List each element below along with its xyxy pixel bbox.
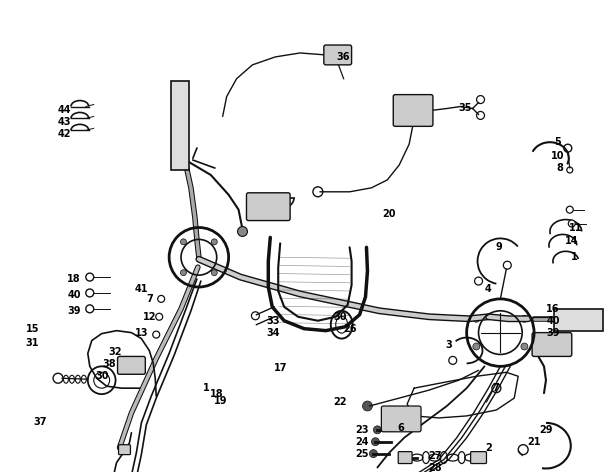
Circle shape — [373, 426, 381, 434]
Text: 41: 41 — [135, 284, 148, 294]
FancyBboxPatch shape — [398, 452, 412, 464]
Text: 21: 21 — [527, 437, 541, 446]
FancyBboxPatch shape — [246, 193, 290, 220]
Text: 2: 2 — [485, 443, 492, 453]
Text: 34: 34 — [266, 328, 280, 338]
Circle shape — [521, 315, 528, 322]
Text: 5: 5 — [555, 137, 561, 147]
Text: 40: 40 — [67, 290, 81, 300]
Text: 7: 7 — [492, 383, 499, 393]
Text: 22: 22 — [333, 397, 347, 407]
Text: 1: 1 — [203, 383, 209, 393]
Text: 11: 11 — [569, 222, 583, 232]
Circle shape — [566, 206, 573, 213]
Circle shape — [156, 314, 163, 320]
Text: 30: 30 — [333, 312, 347, 322]
Text: 17: 17 — [273, 363, 287, 373]
Text: 24: 24 — [354, 437, 368, 446]
Text: 36: 36 — [336, 52, 350, 62]
Circle shape — [86, 305, 93, 313]
Text: 19: 19 — [214, 396, 228, 406]
Text: 12: 12 — [143, 312, 156, 322]
Text: 43: 43 — [57, 117, 71, 127]
Text: 18: 18 — [67, 274, 81, 284]
Circle shape — [362, 401, 373, 411]
Circle shape — [86, 273, 93, 281]
Text: 15: 15 — [25, 323, 39, 333]
Text: 44: 44 — [57, 105, 71, 115]
Text: 32: 32 — [109, 347, 123, 358]
FancyBboxPatch shape — [324, 45, 351, 65]
Text: 1: 1 — [571, 252, 578, 262]
Text: 42: 42 — [57, 129, 71, 139]
Bar — [171, 81, 189, 170]
Text: 3: 3 — [446, 340, 452, 350]
Circle shape — [237, 227, 248, 237]
Text: 38: 38 — [103, 360, 117, 370]
Text: 7: 7 — [146, 294, 153, 304]
FancyBboxPatch shape — [532, 332, 572, 356]
Circle shape — [86, 289, 93, 297]
Circle shape — [180, 270, 186, 275]
Text: 26: 26 — [343, 323, 356, 333]
FancyBboxPatch shape — [393, 95, 433, 126]
Bar — [554, 309, 603, 331]
Text: 31: 31 — [25, 338, 39, 348]
Circle shape — [568, 220, 575, 227]
Circle shape — [370, 450, 378, 457]
Text: 13: 13 — [135, 328, 148, 338]
Text: 18: 18 — [210, 389, 223, 399]
Text: 6: 6 — [398, 423, 404, 433]
Circle shape — [473, 343, 480, 350]
Text: 10: 10 — [551, 151, 565, 161]
Text: 37: 37 — [33, 417, 47, 427]
Text: 25: 25 — [354, 448, 368, 459]
FancyBboxPatch shape — [118, 445, 131, 455]
Text: 39: 39 — [67, 306, 81, 316]
Text: 28: 28 — [428, 463, 442, 473]
Text: 8: 8 — [557, 163, 563, 173]
Text: 4: 4 — [485, 284, 492, 294]
FancyBboxPatch shape — [381, 406, 421, 432]
Text: 9: 9 — [495, 242, 502, 252]
Circle shape — [371, 438, 379, 446]
Text: 29: 29 — [539, 425, 553, 435]
FancyBboxPatch shape — [470, 452, 486, 464]
Text: 16: 16 — [546, 304, 560, 314]
Circle shape — [211, 270, 217, 275]
Circle shape — [473, 315, 480, 322]
Circle shape — [180, 239, 186, 245]
Text: 20: 20 — [382, 209, 396, 218]
Text: 27: 27 — [428, 451, 442, 461]
Circle shape — [153, 331, 160, 338]
Circle shape — [211, 239, 217, 245]
Circle shape — [158, 295, 164, 303]
Circle shape — [521, 343, 528, 350]
Text: 30: 30 — [95, 371, 109, 381]
Text: 35: 35 — [458, 104, 472, 114]
Text: 14: 14 — [565, 237, 578, 247]
FancyBboxPatch shape — [118, 356, 145, 374]
Text: 40: 40 — [546, 316, 560, 326]
Text: 39: 39 — [546, 328, 560, 338]
Text: 33: 33 — [266, 316, 280, 326]
Text: 23: 23 — [354, 425, 368, 435]
